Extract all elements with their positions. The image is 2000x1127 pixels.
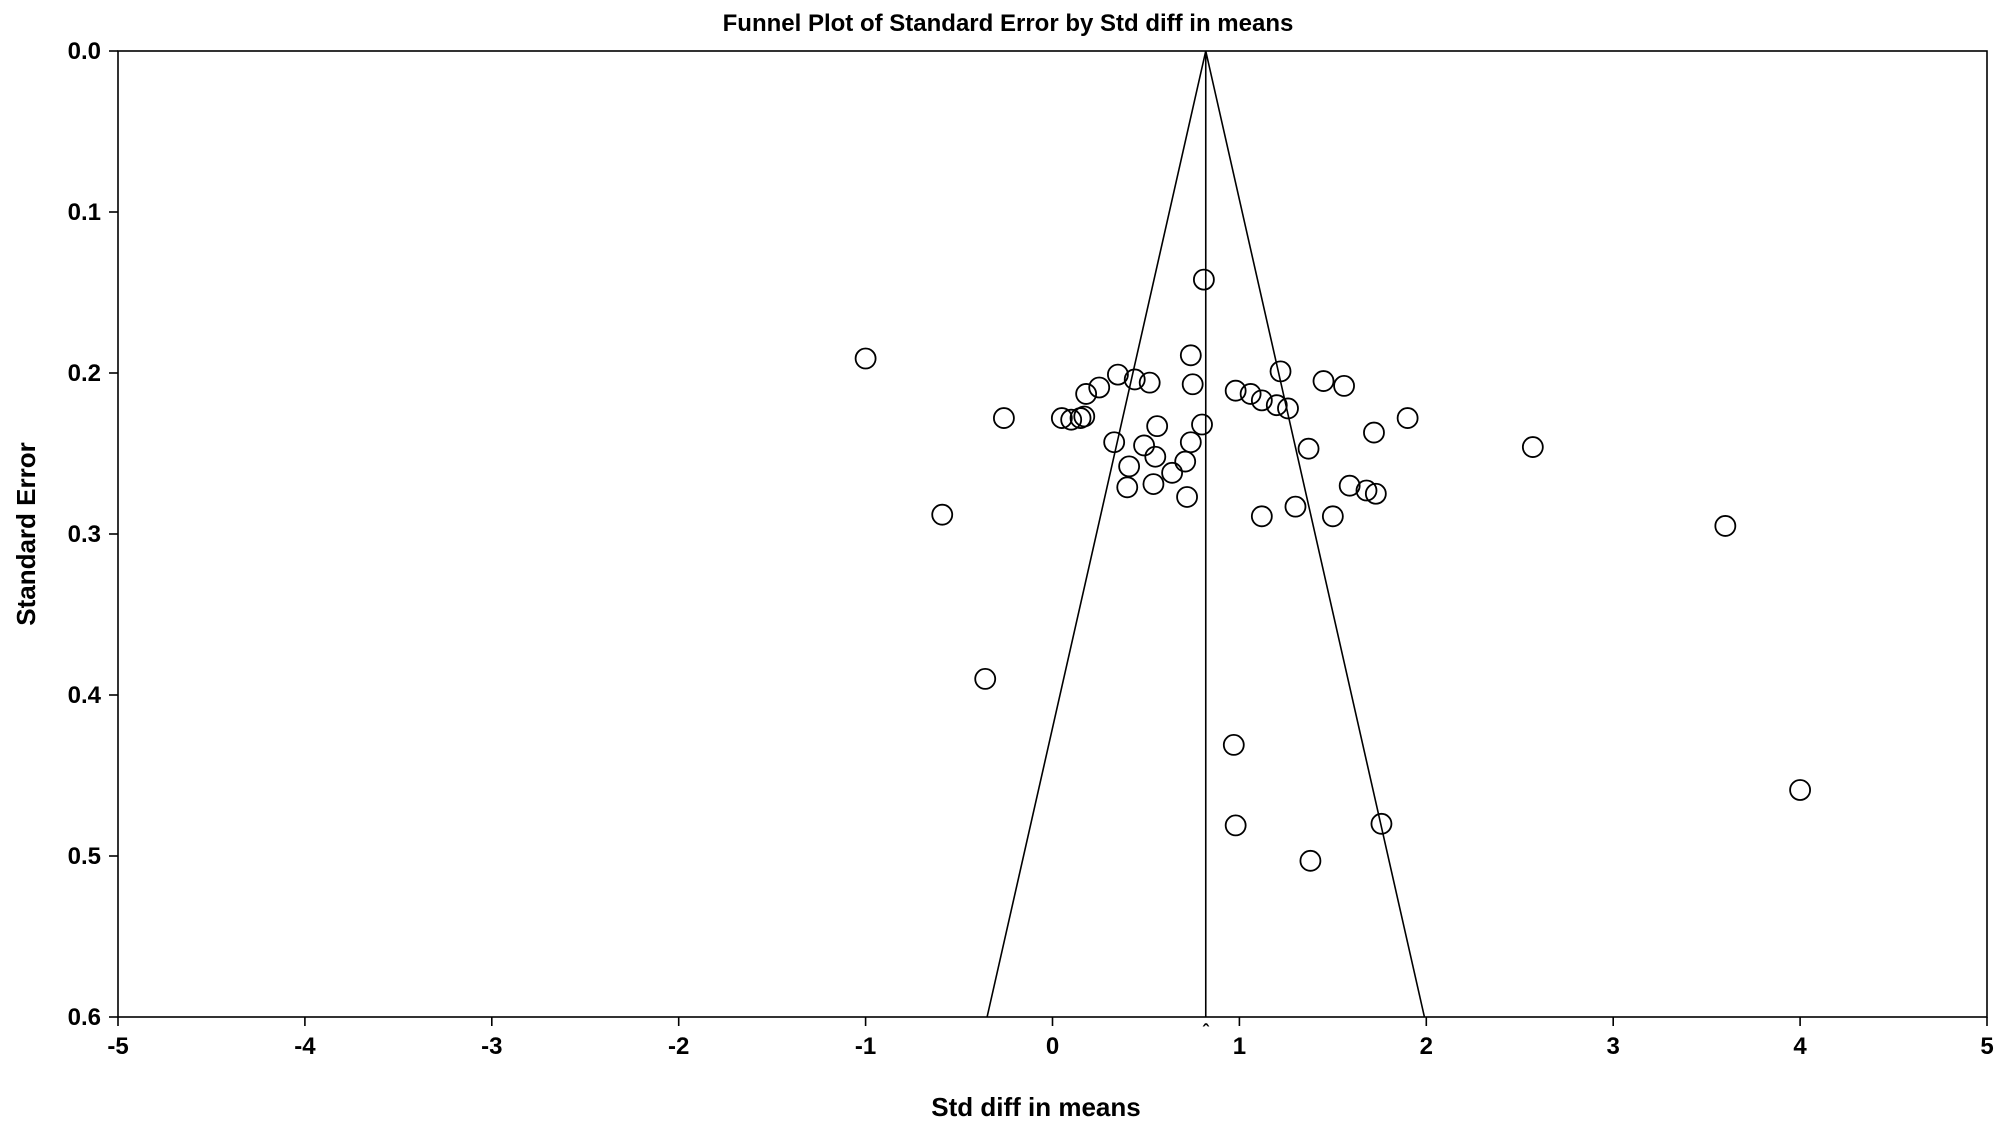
data-point [1224,379,1247,402]
x-tick-label: 4 [1793,1033,1807,1060]
y-tick-label: 0.1 [68,199,101,226]
x-tick-label: 3 [1607,1033,1620,1060]
data-point [1103,431,1126,454]
x-tick-label: -2 [668,1033,689,1060]
y-tick-label: 0.3 [68,521,101,548]
data-point [1179,344,1202,367]
x-tick-label: -1 [855,1033,876,1060]
data-point [974,668,997,690]
x-tick-label: 0 [1046,1033,1059,1060]
x-tick-label: -5 [107,1033,128,1060]
data-point [1321,505,1344,528]
data-point [1144,445,1167,468]
data-point [1075,383,1098,405]
x-tick-label: -4 [294,1033,316,1060]
funnel-right-line [1204,50,1426,1018]
x-tick-label: 5 [1980,1033,1993,1060]
data-point [1265,394,1288,417]
data-point [1521,436,1544,458]
y-tick-label: 0.2 [68,360,101,387]
data-point [1142,473,1165,495]
data-point [1088,376,1111,399]
data-point [1050,407,1073,429]
data-point [1192,268,1215,291]
funnel-lines: ˆ [986,50,1426,1041]
data-point [931,503,954,526]
y-tick-label: 0.4 [68,682,102,709]
x-tick-label: -3 [481,1033,502,1060]
data-points [854,268,1811,872]
y-tick-label: 0.6 [68,1004,101,1031]
data-point [1191,413,1213,436]
data-point [1250,389,1273,412]
data-point [1116,476,1139,499]
data-point [854,347,877,370]
data-point [1269,360,1292,383]
data-point [1133,434,1155,457]
chart-title: Funnel Plot of Standard Error by Std dif… [723,10,1294,37]
data-point [1396,407,1419,429]
data-point [1138,371,1161,394]
data-point [993,407,1015,429]
data-point [1312,370,1335,392]
data-point [1123,368,1146,391]
x-tick-label: 1 [1233,1033,1246,1060]
data-point [1224,814,1247,837]
data-point [1355,479,1378,502]
x-tick-label: 2 [1420,1033,1433,1060]
data-point [1146,415,1169,438]
data-point [1297,437,1320,460]
x-axis-label: Std diff in means [931,1092,1140,1122]
data-point [1363,421,1385,444]
data-point [1284,495,1307,518]
data-point [1370,812,1393,835]
data-point [1060,408,1083,431]
data-point [1118,455,1141,478]
data-point [1107,363,1129,386]
y-axis-ticks: 0.0 0.1 0.2 0.3 0.4 0.5 0.6 [68,38,118,1031]
data-point [1299,849,1322,872]
funnel-left-line [986,50,1207,1018]
plot-area-frame [117,50,1988,1018]
data-point [1174,450,1197,473]
data-point [1073,405,1096,428]
data-point [1364,482,1387,505]
data-point [1333,374,1355,397]
data-point [1239,383,1262,405]
data-point [1277,397,1299,420]
pooled-estimate-marker: ˆ [1203,1021,1210,1041]
data-point [1714,515,1737,537]
x-axis-ticks: -5 -4 -3 -2 -1 0 1 2 3 4 5 [107,1017,1994,1060]
y-tick-label: 0.5 [68,843,101,870]
data-point [1181,373,1204,396]
data-point [1338,474,1361,497]
data-point [1222,734,1245,756]
y-tick-label: 0.0 [68,38,101,65]
data-point [1789,779,1811,801]
data-point [1176,486,1198,508]
data-point [1250,505,1273,528]
data-point [1161,461,1184,484]
y-axis-label: Standard Error [11,442,41,626]
